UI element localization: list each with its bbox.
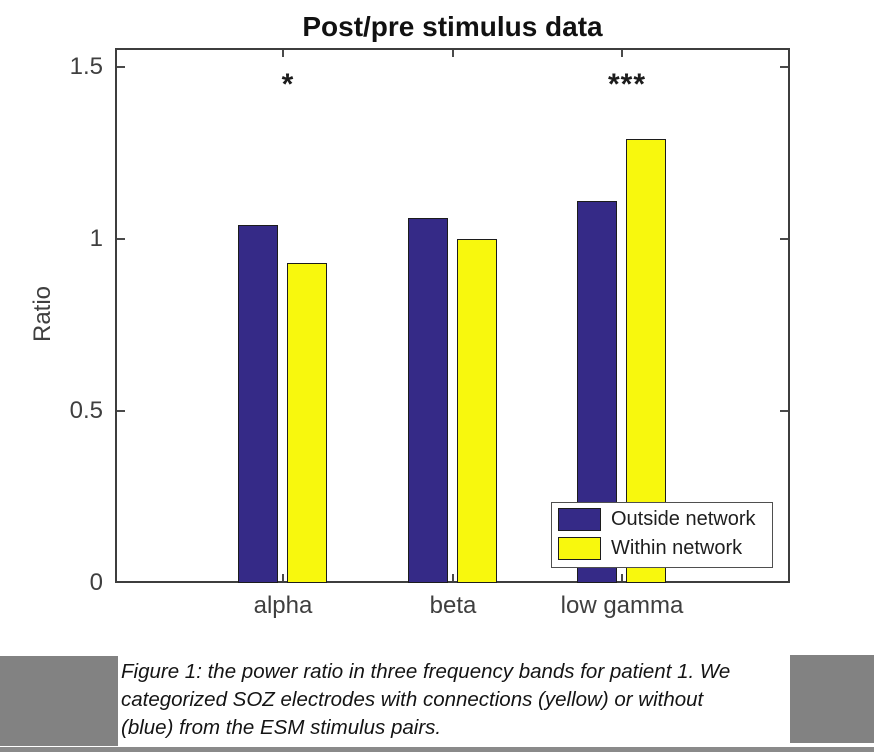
bar-within-network-alpha <box>287 263 327 583</box>
figure-caption: Figure 1: the power ratio in three frequ… <box>121 658 791 742</box>
x-axis-tick-mark-top <box>621 50 623 57</box>
x-axis-category-label: alpha <box>253 592 313 619</box>
x-axis-tick-mark-top <box>282 50 284 57</box>
legend-label: Within network <box>611 537 743 559</box>
significance-marker: *** <box>607 68 647 101</box>
y-axis-tick-label: 1.5 <box>69 53 103 80</box>
caption-line-3: (blue) from the ESM stimulus pairs. <box>121 716 442 739</box>
y-axis-tick-label: 1 <box>89 225 103 252</box>
legend-label: Outside network <box>611 508 756 530</box>
plot-area <box>115 48 790 583</box>
x-axis-tick-mark-top <box>452 50 454 57</box>
x-axis-tick-mark-bottom <box>282 574 284 581</box>
legend-entry: Within network <box>558 537 772 566</box>
y-axis-tick-mark-left <box>117 410 125 412</box>
bar-outside-network-alpha <box>238 225 278 583</box>
y-axis-tick-label: 0.5 <box>69 397 103 424</box>
page-bottom-gray-strip <box>0 747 874 752</box>
y-axis-tick-mark-right <box>780 238 788 240</box>
bar-within-network-beta <box>457 239 497 583</box>
bar-outside-network-beta <box>408 218 448 583</box>
chart-legend: Outside network Within network <box>551 502 773 568</box>
y-axis-tick-mark-left <box>117 66 125 68</box>
y-axis-tick-label: 0 <box>89 569 103 596</box>
y-axis-tick-mark-right <box>780 66 788 68</box>
legend-swatch-outside-network <box>558 508 601 531</box>
significance-marker: * <box>281 68 295 101</box>
x-axis-tick-mark-bottom <box>621 574 623 581</box>
caption-left-gray-block <box>0 656 118 746</box>
x-axis-tick-mark-bottom <box>452 574 454 581</box>
chart-title: Post/pre stimulus data <box>302 11 603 42</box>
legend-swatch-within-network <box>558 537 601 560</box>
y-axis-label: Ratio <box>29 285 56 343</box>
caption-right-gray-block <box>790 655 874 743</box>
x-axis-category-label: beta <box>429 592 477 619</box>
caption-line-2: categorized SOZ electrodes with connecti… <box>121 688 704 711</box>
x-axis-category-label: low gamma <box>560 592 684 619</box>
y-axis-tick-mark-left <box>117 238 125 240</box>
y-axis-tick-mark-right <box>780 410 788 412</box>
legend-entry: Outside network <box>558 508 772 537</box>
caption-line-1: Figure 1: the power ratio in three frequ… <box>121 660 731 683</box>
